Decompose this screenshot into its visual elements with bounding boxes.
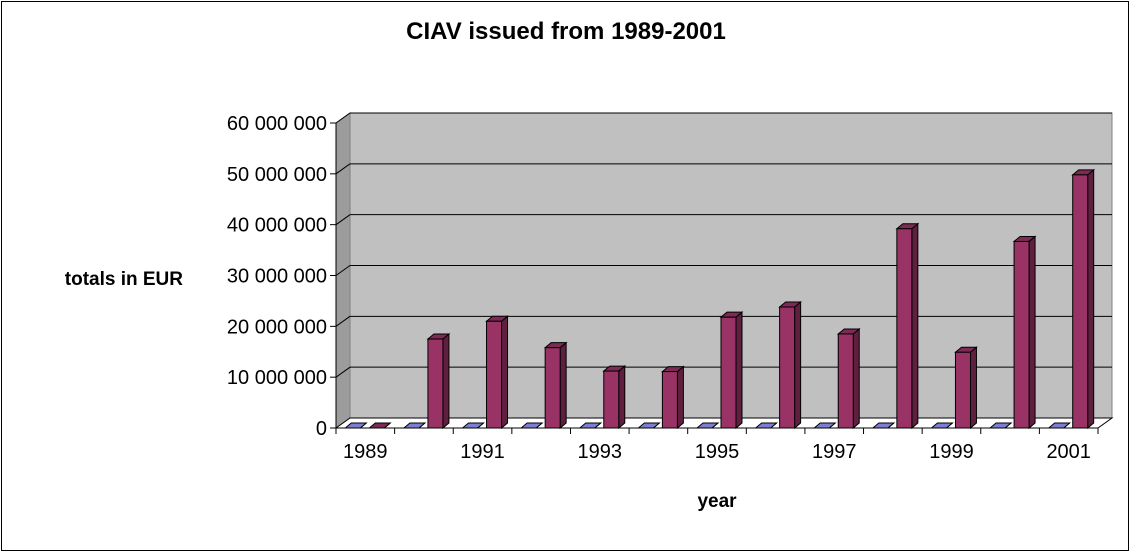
bar — [754, 422, 778, 429]
bar — [519, 422, 544, 429]
bar-front — [720, 316, 737, 429]
bar — [578, 422, 603, 429]
bar — [426, 332, 451, 430]
bar-front — [954, 351, 971, 429]
bar-front — [779, 306, 796, 429]
gridline-side — [335, 163, 351, 175]
bar-top — [754, 422, 778, 429]
bar — [954, 346, 978, 430]
bar — [1071, 168, 1096, 430]
bar — [719, 311, 744, 430]
x-axis-title: year — [697, 491, 737, 512]
bar-top — [519, 422, 544, 429]
bar-side — [1028, 235, 1036, 430]
y-tick-label: 30 000 000 — [227, 266, 327, 288]
bar-side — [559, 341, 567, 430]
bar — [1047, 422, 1072, 429]
bar — [895, 222, 920, 430]
bar — [543, 341, 568, 430]
bar — [988, 422, 1013, 429]
bar-side — [1087, 168, 1095, 430]
y-tick-label: 50 000 000 — [227, 164, 327, 186]
y-axis-title: totals in EUR — [65, 269, 184, 290]
bar-front — [837, 333, 854, 429]
gridline-side — [335, 315, 351, 327]
bar — [402, 422, 427, 429]
y-tick-label: 40 000 000 — [227, 215, 327, 237]
x-tick-label: 1989 — [343, 441, 388, 463]
gridlines — [335, 112, 1112, 378]
bar-top — [367, 422, 392, 429]
bar-front — [427, 338, 444, 429]
bar — [1012, 235, 1037, 430]
bar-side — [676, 365, 684, 430]
bar-front — [896, 228, 913, 429]
x-tick-label: 1991 — [460, 441, 505, 463]
bar-side — [794, 300, 802, 430]
bar-top — [988, 422, 1013, 429]
bar-top — [812, 422, 837, 429]
bar-front — [1013, 240, 1030, 429]
bar — [661, 365, 685, 430]
bar — [871, 422, 896, 429]
bar-side — [969, 346, 977, 430]
gridline-side — [335, 214, 351, 226]
bar-top — [1047, 422, 1072, 429]
bar-top — [461, 422, 485, 429]
chart-title: CIAV issued from 1989-2001 — [406, 18, 726, 45]
bar — [602, 364, 627, 430]
bar-top — [930, 422, 954, 429]
bar — [461, 422, 485, 429]
bar — [695, 422, 720, 429]
tick-labels: 0 10 000 000 20 000 000 30 000 000 40 000 00… — [227, 113, 1091, 463]
bars — [343, 168, 1096, 430]
x-tick-label: 1999 — [929, 441, 974, 463]
bar-top — [402, 422, 427, 429]
y-tick-label: 10 000 000 — [227, 367, 327, 389]
y-tick-label: 20 000 000 — [227, 316, 327, 338]
bar — [836, 327, 861, 430]
x-tick-label: 1993 — [578, 441, 623, 463]
bar-side — [911, 222, 919, 430]
gridline-side — [335, 265, 351, 276]
bar — [485, 315, 509, 430]
y-tick-label: 0 — [316, 418, 327, 440]
gridline-side — [335, 366, 351, 378]
y-tick-label: 60 000 000 — [227, 113, 327, 135]
bar-top — [637, 422, 661, 429]
bar-top — [695, 422, 720, 429]
bar-front — [661, 371, 678, 429]
bar-top — [578, 422, 603, 429]
bar-side — [852, 327, 860, 430]
bar-side — [618, 364, 626, 430]
bar-front — [544, 347, 561, 429]
x-tick-label: 1995 — [695, 441, 740, 463]
bar — [343, 422, 368, 429]
bar-top — [871, 422, 896, 429]
bar-front — [486, 320, 503, 429]
gridline-side — [335, 112, 351, 124]
bar — [778, 300, 802, 430]
bar — [367, 422, 392, 429]
bar-side — [735, 311, 743, 430]
x-tick-label: 1997 — [812, 441, 857, 463]
bar — [930, 422, 954, 429]
bar-top — [343, 422, 368, 429]
bar — [812, 422, 837, 429]
bar-side — [442, 332, 450, 430]
bar-front — [603, 370, 620, 429]
bar-side — [501, 315, 509, 430]
bar-front — [1072, 174, 1089, 429]
x-tick-label: 2001 — [1046, 441, 1091, 463]
bar — [637, 422, 661, 429]
